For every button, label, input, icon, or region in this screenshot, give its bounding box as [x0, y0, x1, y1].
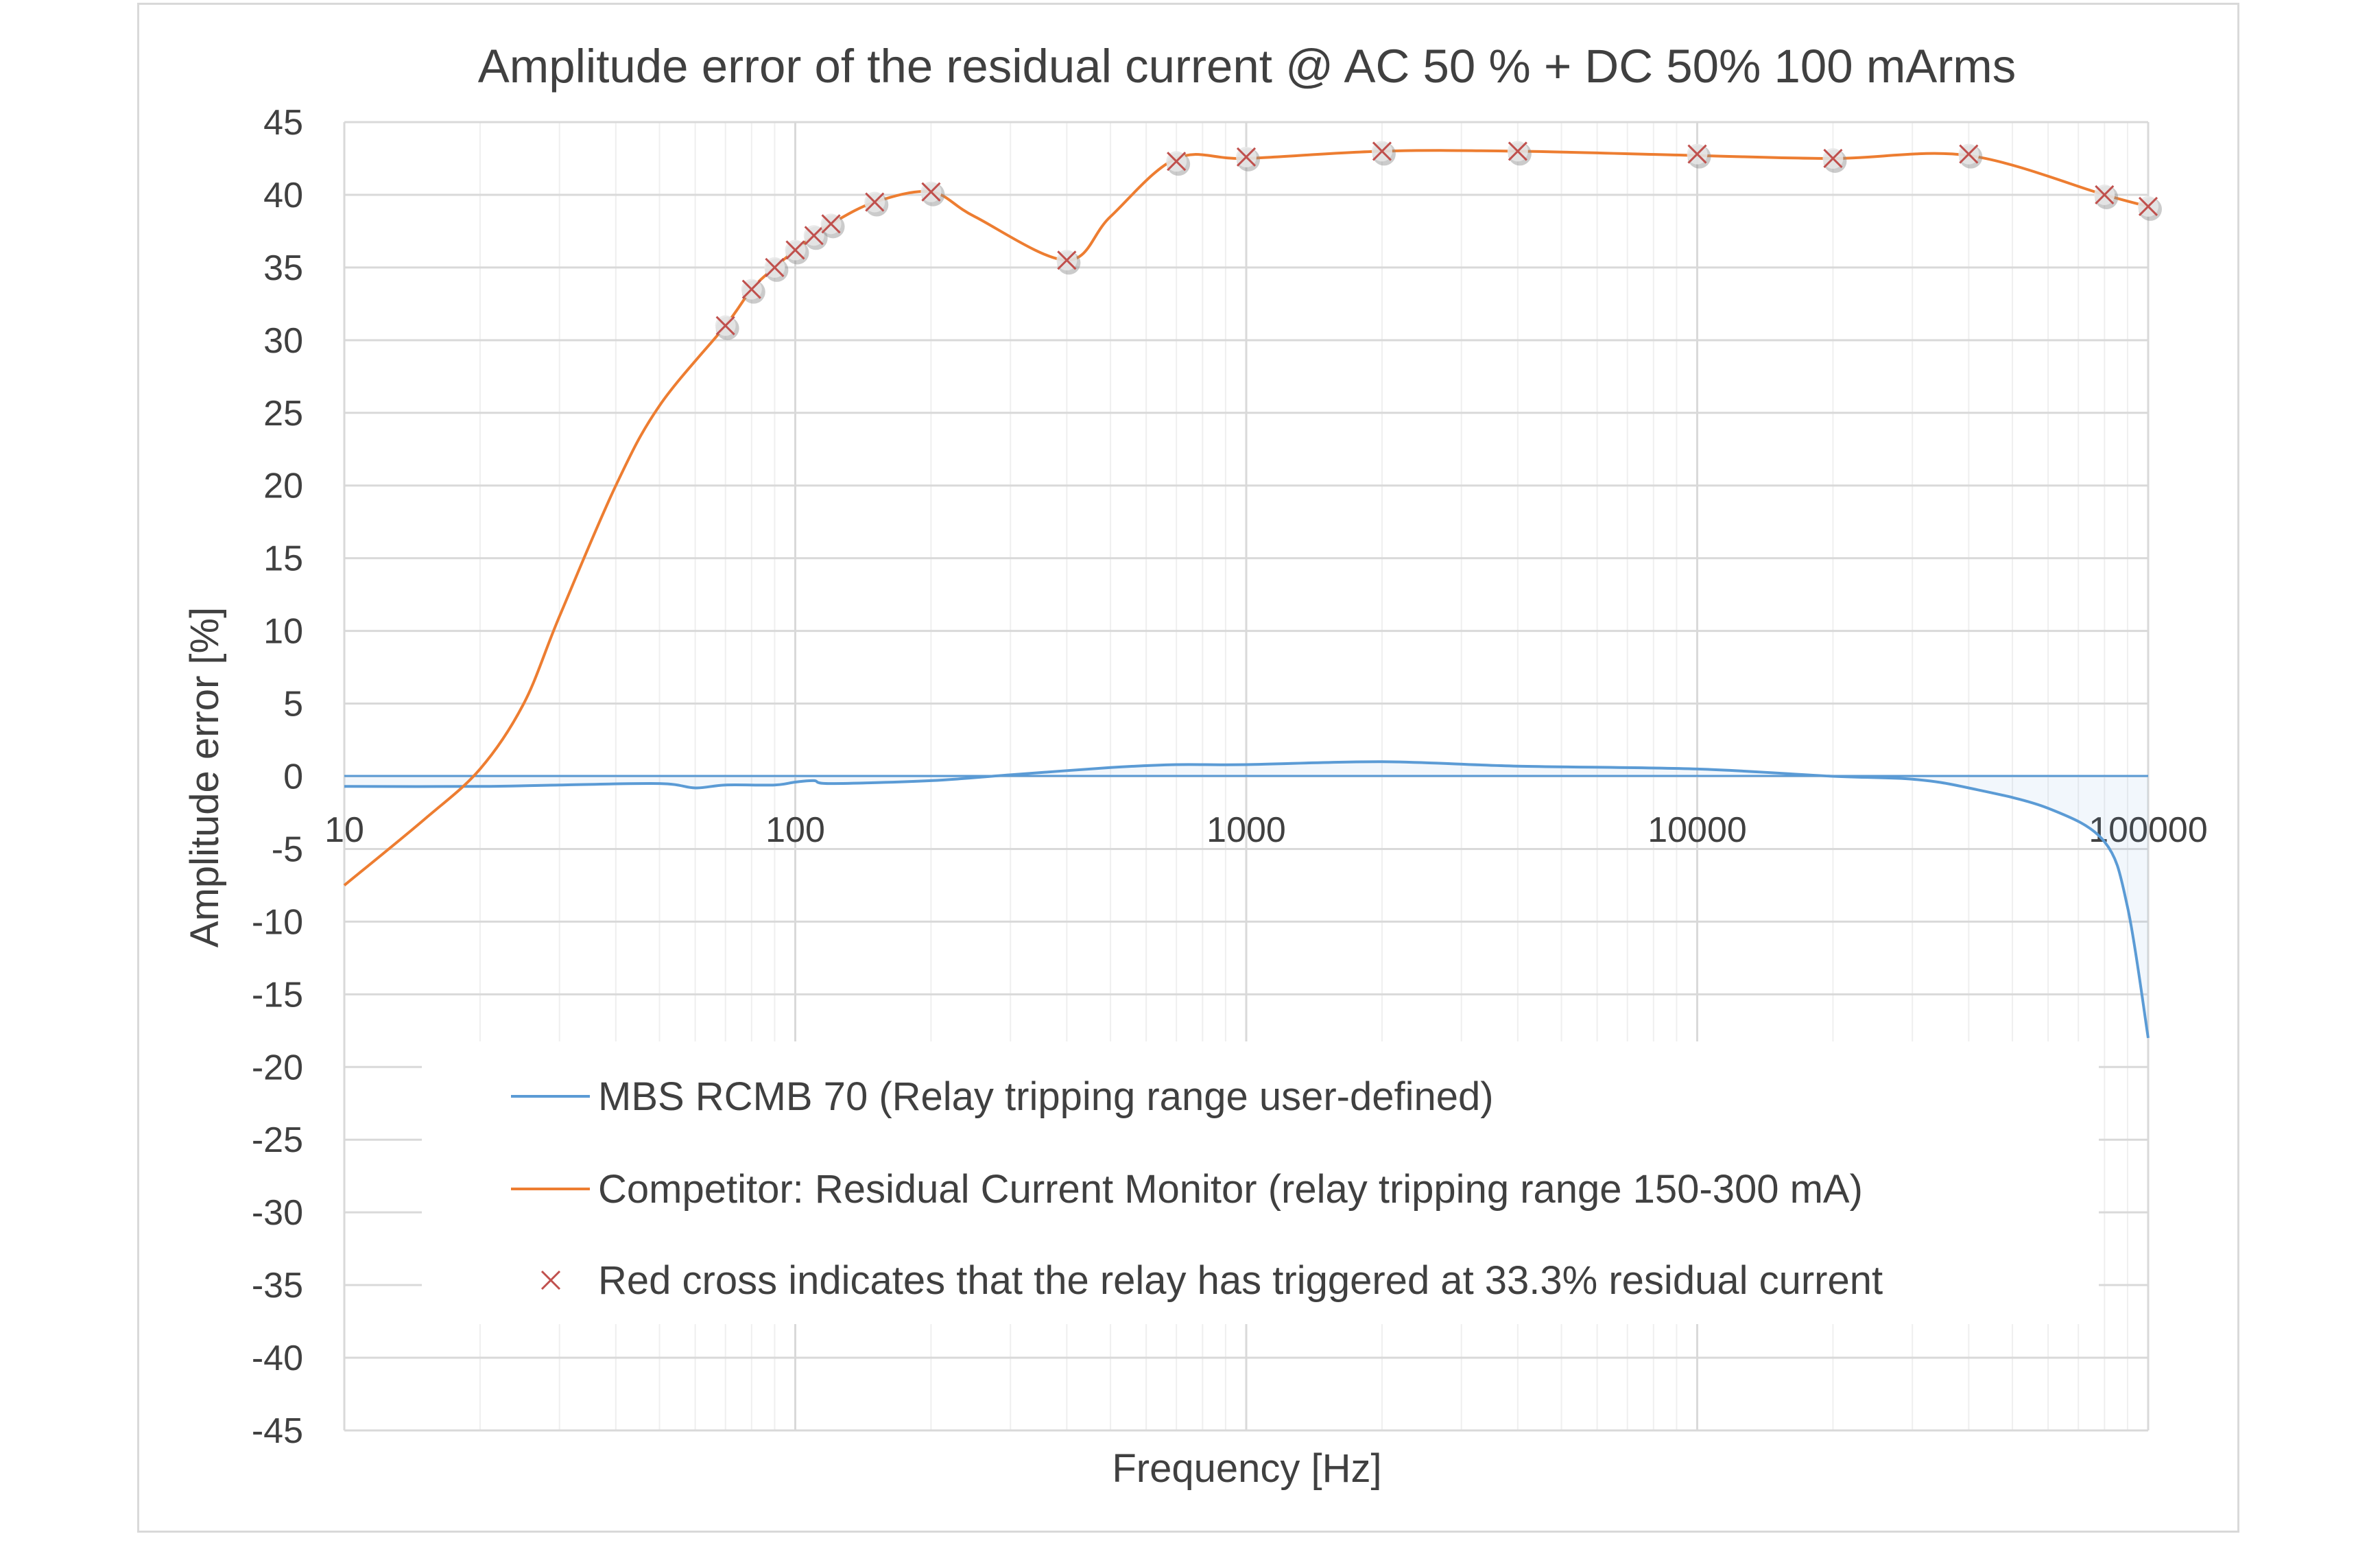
- trip-marker: [1056, 250, 1081, 275]
- x-axis-label: Frequency [Hz]: [1112, 1446, 1381, 1491]
- y-tick-label: -25: [252, 1120, 303, 1160]
- trip-marker-cross: [921, 182, 941, 202]
- trip-marker-cross: [804, 226, 824, 246]
- trip-marker-cross: [741, 279, 761, 299]
- trip-marker-cross: [1372, 141, 1392, 161]
- y-tick-label: -40: [252, 1338, 303, 1378]
- trip-marker-cross: [1687, 144, 1707, 164]
- trip-marker-cross: [715, 316, 735, 335]
- x-axis-ticks: 10 100 1000 10000 100000: [324, 810, 2208, 850]
- y-tick-label: 45: [263, 103, 303, 143]
- trip-marker-cross: [1236, 147, 1257, 167]
- x-tick-label: 1000: [1206, 810, 1286, 850]
- x-tick-label: 100000: [2089, 810, 2208, 850]
- trip-marker: [715, 315, 739, 340]
- trip-marker: [1507, 141, 1532, 166]
- legend-label-mbs: MBS RCMB 70 (Relay tripping range user-d…: [598, 1074, 1494, 1119]
- y-tick-label: 30: [263, 321, 303, 361]
- trip-marker-cross: [1823, 148, 1843, 169]
- chart-title: Amplitude error of the residual current …: [478, 40, 2016, 93]
- trip-marker: [1236, 146, 1260, 172]
- trip-marker: [2138, 196, 2162, 221]
- legend-label-markers: Red cross indicates that the relay has t…: [598, 1258, 1883, 1303]
- legend-cross-icon: [540, 1270, 561, 1290]
- x-tick-label: 10: [324, 810, 364, 850]
- trip-marker-cross: [2138, 196, 2158, 216]
- y-tick-label: -10: [252, 902, 303, 942]
- y-axis-label: Amplitude error [%]: [182, 607, 227, 947]
- series-mbs-line: [344, 760, 2150, 1039]
- y-tick-label: 40: [263, 176, 303, 215]
- x-tick-label: 100: [765, 810, 825, 850]
- y-tick-label: 15: [263, 539, 303, 579]
- trip-marker-cross: [1057, 250, 1077, 270]
- legend: MBS RCMB 70 (Relay tripping range user-d…: [422, 1041, 2099, 1324]
- trip-marker: [1371, 141, 1396, 166]
- y-tick-label: -45: [252, 1411, 303, 1451]
- trip-marker: [764, 257, 789, 282]
- trip-marker: [1958, 143, 1983, 169]
- y-tick-label: 5: [283, 685, 303, 724]
- trip-marker: [920, 181, 945, 207]
- y-tick-label: 10: [263, 612, 303, 652]
- trip-marker: [864, 191, 889, 217]
- trip-marker: [741, 279, 765, 304]
- y-tick-label: -15: [252, 975, 303, 1015]
- trip-marker-cross: [821, 214, 841, 234]
- y-tick-label: 35: [263, 248, 303, 288]
- trip-marker: [1687, 143, 1711, 169]
- trip-marker-cross: [865, 192, 885, 212]
- trip-marker: [803, 225, 828, 250]
- trip-marker-cross: [2095, 185, 2115, 205]
- trip-marker-cross: [765, 257, 785, 277]
- trip-marker-cross: [1959, 144, 1979, 164]
- trip-marker: [2094, 184, 2119, 209]
- trip-marker-cross: [785, 240, 805, 260]
- trip-marker: [785, 239, 809, 265]
- legend-background: [422, 1041, 2099, 1324]
- marker-layer: [715, 141, 2162, 340]
- y-tick-label: 0: [283, 757, 303, 797]
- trip-marker: [1822, 148, 1847, 173]
- trip-marker-cross: [1508, 141, 1527, 161]
- legend-label-competitor: Competitor: Residual Current Monitor (re…: [598, 1167, 1863, 1212]
- y-tick-label: 25: [263, 394, 303, 434]
- y-tick-label: -30: [252, 1193, 303, 1233]
- trip-marker: [820, 213, 845, 239]
- y-tick-label: -20: [252, 1048, 303, 1087]
- trip-marker-cross: [1167, 152, 1187, 172]
- y-tick-label: -35: [252, 1266, 303, 1306]
- trip-marker: [1166, 151, 1191, 176]
- y-tick-label: 20: [263, 467, 303, 506]
- y-tick-label: -5: [272, 829, 303, 869]
- x-tick-label: 10000: [1647, 810, 1747, 850]
- y-axis-ticks: 45 40 35 30 25 20 15 10 5 0 -5 -10 -15 -20 -25 -30 -35 -4…: [252, 103, 303, 1451]
